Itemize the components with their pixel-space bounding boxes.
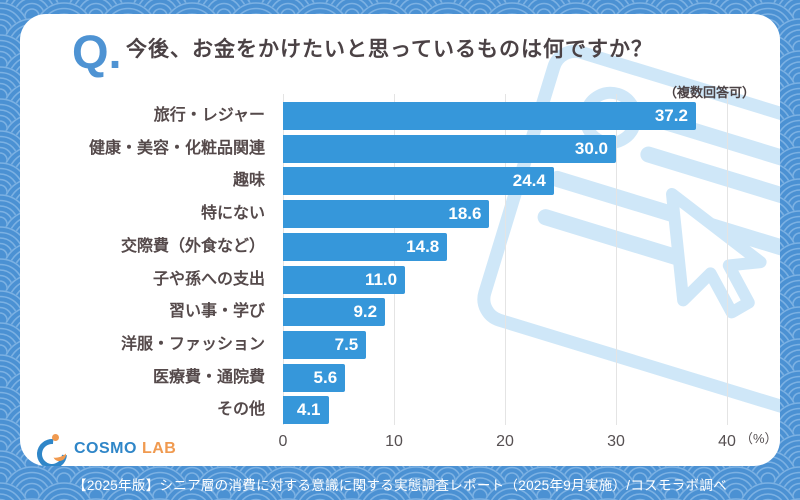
category-label: 旅行・レジャー [153,107,265,124]
bar-value: 14.8 [406,236,440,256]
bar: 7.5 [283,330,367,359]
chart-row: 趣味 24.4 [20,167,780,196]
chart: 旅行・レジャー 37.2 健康・美容・化粧品関連 30.0 趣味 24.4 特にない 18.6… [20,94,780,425]
x-tick-label: 20 [496,433,514,450]
bar-value: 11.0 [364,269,398,289]
chart-row: その他 4.1 [20,396,780,425]
x-axis-unit: （%） [740,431,778,446]
x-axis: 0 10 20 30 40 [20,433,780,457]
chart-row: 子や孫への支出 11.0 [20,265,780,294]
bar-value: 5.6 [313,367,338,387]
logo-text-lab: LAB [141,440,177,457]
bar: 24.4 [283,167,554,196]
x-tick-label: 0 [278,433,288,450]
bar-value: 24.4 [512,171,546,191]
bar-value: 9.2 [353,302,378,322]
chart-row: 習い事・学び 9.2 [20,298,780,327]
x-tick-label: 10 [385,433,403,450]
bar-value: 18.6 [448,204,482,224]
category-label: 洋服・ファッション [120,335,265,353]
cosmo-lab-logo: COSMO LAB [30,432,177,466]
logo-orange-dot [52,434,59,441]
category-label: その他 [216,401,265,419]
bar-value: 4.1 [296,400,321,420]
bar: 11.0 [283,265,406,294]
cosmo-lab-logo-icon [30,432,74,466]
x-tick-label: 30 [607,433,625,450]
category-label: 習い事・学び [168,303,265,321]
chart-row: 交際費（外食など） 14.8 [20,232,780,261]
chart-row: 特にない 18.6 [20,200,780,229]
multiple-answers-note: （複数回答可） [663,85,755,100]
bar: 18.6 [283,200,490,229]
category-label: 趣味 [232,172,265,190]
bar: 9.2 [283,298,386,327]
chart-row: 旅行・レジャー 37.2 [20,102,780,130]
chart-row: 洋服・ファッション 7.5 [20,330,780,359]
bar: 37.2 [283,102,696,130]
chart-row: 健康・美容・化粧品関連 30.0 [20,134,780,163]
content-card: Q. 今後、お金をかけたいと思っているものは何ですか？ （複数回答可） 旅行・レ… [20,14,780,466]
category-label: 交際費（外食など） [120,237,265,255]
bar-value: 7.5 [334,334,359,354]
category-label: 医療費・通院費 [152,368,265,386]
bar: 5.6 [283,363,346,392]
chart-row: 医療費・通院費 5.6 [20,363,780,392]
category-label: 健康・美容・化粧品関連 [88,139,265,157]
page-title: 今後、お金をかけたいと思っているものは何ですか？ [126,38,653,61]
category-label: 子や孫への支出 [152,270,265,288]
bar-value: 37.2 [654,106,688,125]
bar-value: 30.0 [574,138,608,158]
category-label: 特にない [200,205,265,223]
x-tick-label: 40 [718,433,736,450]
bar: 4.1 [283,396,329,425]
footer-text: 【2025年版】シニア層の消費に対する意識に関する実態調査レポート（2025年9… [73,478,727,493]
bar: 30.0 [283,134,616,163]
bar: 14.8 [283,232,448,261]
q-mark: Q. [72,25,122,78]
logo-text-cosmo: COSMO [74,440,137,457]
